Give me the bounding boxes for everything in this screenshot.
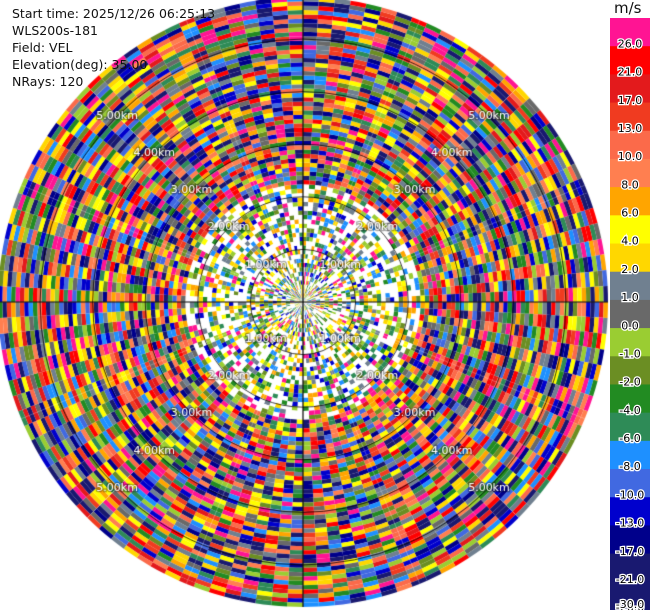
velocity-colorbar: 26.0 21.0 17.0 13.0 10.0 8.0 6.0 4.0 2.0 1.0 0.0 -1… — [610, 18, 650, 610]
field-label: Field: VEL — [12, 40, 73, 55]
colorbar-segment — [610, 384, 650, 414]
colorbar-segment — [610, 299, 650, 329]
colorbar-tick-label: -13.0 — [616, 517, 644, 530]
colorbar-tick-label: 1.0 — [621, 291, 639, 304]
colorbar-tick-label: 4.0 — [621, 235, 639, 248]
colorbar-segment — [610, 158, 650, 188]
elevation-label: Elevation(deg): 35.00 — [12, 57, 148, 72]
colorbar-tick-label: -10.0 — [616, 488, 644, 501]
colorbar-tick-label: 10.0 — [618, 150, 643, 163]
scan-info-panel: Start time: 2025/12/26 06:25:13 WLS200s-… — [12, 5, 215, 90]
ppi-velocity-plot — [0, 0, 610, 610]
colorbar-segment — [610, 187, 650, 216]
colorbar-segment — [610, 243, 650, 273]
instrument-label: WLS200s-181 — [12, 23, 98, 38]
colorbar-segment — [610, 46, 650, 75]
colorbar-unit-label: m/s — [614, 0, 642, 17]
colorbar-tick-label: 6.0 — [621, 207, 639, 220]
colorbar-segment — [610, 102, 650, 132]
colorbar-tick-label: -6.0 — [619, 432, 640, 445]
colorbar-segment — [610, 271, 650, 301]
colorbar-segment — [610, 18, 650, 47]
colorbar-tick-label: -1.0 — [619, 347, 640, 360]
colorbar-segment — [610, 440, 650, 470]
colorbar-tick-label: 0.0 — [621, 319, 639, 332]
colorbar-tick-label: -4.0 — [619, 404, 640, 417]
colorbar-segment — [610, 581, 650, 610]
colorbar-segment — [610, 215, 650, 245]
colorbar-segment — [610, 328, 650, 357]
colorbar-segment — [610, 469, 650, 498]
colorbar-tick-label: -8.0 — [619, 460, 640, 473]
colorbar-segment — [610, 553, 650, 583]
colorbar-tick-label: -2.0 — [619, 376, 640, 389]
colorbar-tick-label: 2.0 — [621, 263, 639, 276]
colorbar-tick-label: -21.0 — [616, 573, 644, 586]
colorbar-segment — [610, 525, 650, 555]
nrays-label: NRays: 120 — [12, 74, 84, 89]
colorbar-tick-label: 13.0 — [618, 122, 643, 135]
colorbar-tick-label: 17.0 — [618, 94, 643, 107]
colorbar-tick-label: -17.0 — [616, 545, 644, 558]
colorbar-tick-label: 21.0 — [618, 66, 643, 79]
colorbar-segment — [610, 412, 650, 442]
colorbar-segment — [610, 497, 650, 526]
colorbar-segment — [610, 130, 650, 160]
colorbar-tick-label: -30.0 — [616, 598, 644, 610]
start-time-label: Start time: 2025/12/26 06:25:13 — [12, 6, 216, 21]
colorbar-segment — [610, 74, 650, 104]
colorbar-tick-label: 8.0 — [621, 178, 639, 191]
colorbar-tick-label: -26.0 — [616, 601, 644, 610]
colorbar-segment — [610, 356, 650, 385]
colorbar-tick-label: 26.0 — [618, 37, 643, 50]
